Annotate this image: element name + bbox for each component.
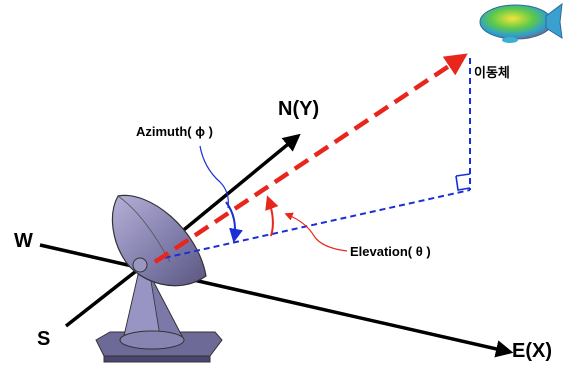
elevation-label: Elevation( θ ) [350, 244, 431, 259]
satellite-dish-icon [95, 194, 223, 363]
azimuth-pointer [199, 145, 229, 209]
south-label: S [37, 328, 51, 350]
south-axis [64, 266, 142, 328]
east-west-axis [39, 243, 514, 358]
east-label: E(X) [512, 340, 552, 362]
airship-icon [479, 2, 563, 43]
line-of-sight-arrow [153, 53, 468, 264]
right-angle-mark [455, 175, 471, 191]
azimuth-arc [225, 201, 243, 243]
north-label: N(Y) [278, 98, 320, 120]
elevation-arc [265, 195, 279, 237]
elevation-pointer [284, 212, 348, 252]
target-label: 이동체 [474, 66, 510, 81]
azimuth-label: Azimuth( ϕ ) [136, 124, 213, 139]
west-label: W [14, 230, 33, 252]
ground-projection-line [154, 189, 471, 261]
